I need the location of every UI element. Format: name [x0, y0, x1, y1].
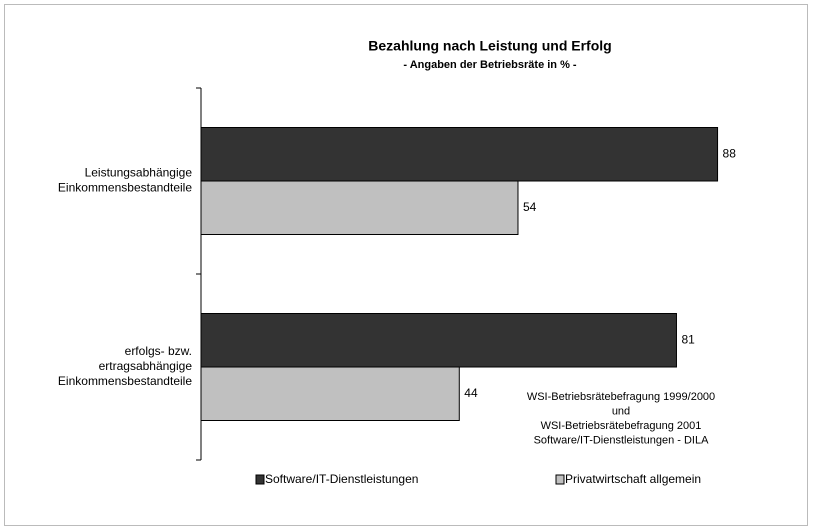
legend-label: Software/IT-Dienstleistungen	[265, 472, 418, 486]
bar	[200, 366, 460, 421]
bar	[200, 313, 677, 368]
data-label: 88	[723, 146, 737, 160]
data-label: 44	[464, 386, 478, 400]
chart-subtitle: - Angaben der Betriebsräte in % -	[403, 59, 577, 71]
bar	[200, 180, 519, 235]
category-label: Einkommensbestandteile	[58, 181, 192, 195]
data-label: 81	[681, 332, 695, 346]
category-label: ertragsabhängige	[99, 359, 193, 373]
category-label: Leistungsabhängige	[85, 166, 193, 180]
bar	[200, 127, 719, 182]
legend-swatch	[555, 474, 565, 485]
annotation: Software/IT-Dienstleistungen - DILA	[534, 434, 710, 446]
chart-title: Bezahlung nach Leistung und Erfolg	[368, 38, 611, 54]
category-label: Einkommensbestandteile	[58, 374, 192, 388]
legend-swatch	[255, 474, 265, 485]
category-label: erfolgs- bzw.	[125, 344, 192, 358]
annotation: WSI-Betriebsrätebefragung 2001	[541, 420, 702, 432]
legend-label: Privatwirtschaft allgemein	[565, 472, 701, 486]
chart-frame	[4, 4, 808, 526]
data-label: 54	[523, 200, 537, 214]
annotation: WSI-Betriebsrätebefragung 1999/2000	[527, 391, 715, 403]
annotation: und	[612, 405, 630, 417]
